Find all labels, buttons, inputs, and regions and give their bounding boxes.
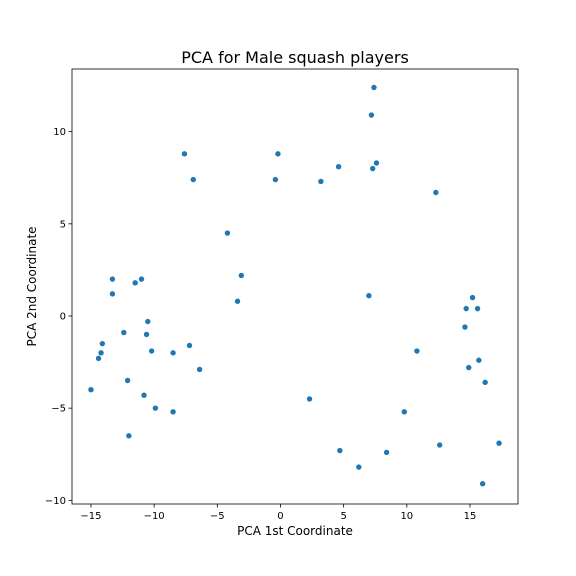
data-points <box>88 84 502 487</box>
y-tick-label: −5 <box>51 404 66 415</box>
data-point <box>436 442 443 448</box>
x-tick-label: −10 <box>144 511 165 522</box>
x-tick-label: −15 <box>80 511 101 522</box>
data-point <box>141 392 147 398</box>
data-point <box>138 276 145 282</box>
x-tick-label: −5 <box>210 511 225 522</box>
data-point <box>148 348 155 354</box>
data-point <box>98 350 104 356</box>
y-tick-label: −10 <box>45 496 66 507</box>
data-point <box>124 377 131 384</box>
data-point <box>190 176 196 183</box>
data-point <box>371 84 377 91</box>
data-point <box>170 409 176 415</box>
data-point <box>306 396 313 402</box>
x-tick-label: 15 <box>464 511 477 522</box>
data-point <box>234 298 241 304</box>
chart-title: PCA for Male squash players <box>181 48 409 67</box>
data-point <box>272 176 279 183</box>
data-point <box>318 178 324 185</box>
data-point <box>466 364 472 371</box>
data-point <box>181 151 188 157</box>
data-point <box>383 449 390 456</box>
y-tick-label: 0 <box>60 311 66 322</box>
data-point <box>126 433 132 439</box>
data-point <box>186 342 193 349</box>
data-point <box>132 280 138 286</box>
data-point <box>145 318 151 325</box>
data-point <box>370 165 376 172</box>
data-point <box>433 189 439 196</box>
data-point <box>170 350 176 356</box>
data-point <box>337 447 343 454</box>
data-point <box>368 112 375 118</box>
data-point <box>143 331 150 338</box>
x-tick-label: 5 <box>340 511 346 522</box>
data-point <box>121 329 127 336</box>
axes-frame <box>71 68 519 505</box>
data-point <box>462 324 468 330</box>
data-point <box>196 366 203 373</box>
y-axis-label: PCA 2nd Coordinate <box>25 226 39 346</box>
data-point <box>152 405 159 411</box>
data-point <box>474 305 481 312</box>
y-tick-label: 5 <box>60 219 66 230</box>
x-axis-ticks: −15 −10 −5 0 5 10 15 <box>80 504 476 522</box>
x-tick-label: 0 <box>277 511 283 522</box>
x-axis-label: PCA 1st Coordinate <box>237 524 353 538</box>
data-point <box>109 276 116 282</box>
data-point <box>224 230 231 236</box>
x-tick-label: 10 <box>400 511 413 522</box>
data-point <box>88 387 94 393</box>
data-point <box>366 293 372 299</box>
data-point <box>414 348 420 354</box>
data-point <box>479 481 486 487</box>
data-point <box>469 294 476 301</box>
y-tick-label: 10 <box>53 127 66 138</box>
plot-area: −15 −10 −5 0 5 10 15 −10 −5 0 5 10 <box>45 68 519 522</box>
data-point <box>275 151 281 157</box>
data-point <box>401 409 407 415</box>
data-point <box>356 464 362 470</box>
data-point <box>496 440 502 446</box>
data-point <box>335 163 342 170</box>
data-point <box>99 340 106 347</box>
data-point <box>482 379 488 386</box>
data-point <box>373 160 380 166</box>
data-point <box>238 272 245 279</box>
data-point <box>109 291 116 297</box>
y-axis-ticks: −10 −5 0 5 10 <box>45 127 72 507</box>
data-point <box>463 305 469 312</box>
data-point <box>476 357 482 363</box>
data-point <box>95 355 102 362</box>
